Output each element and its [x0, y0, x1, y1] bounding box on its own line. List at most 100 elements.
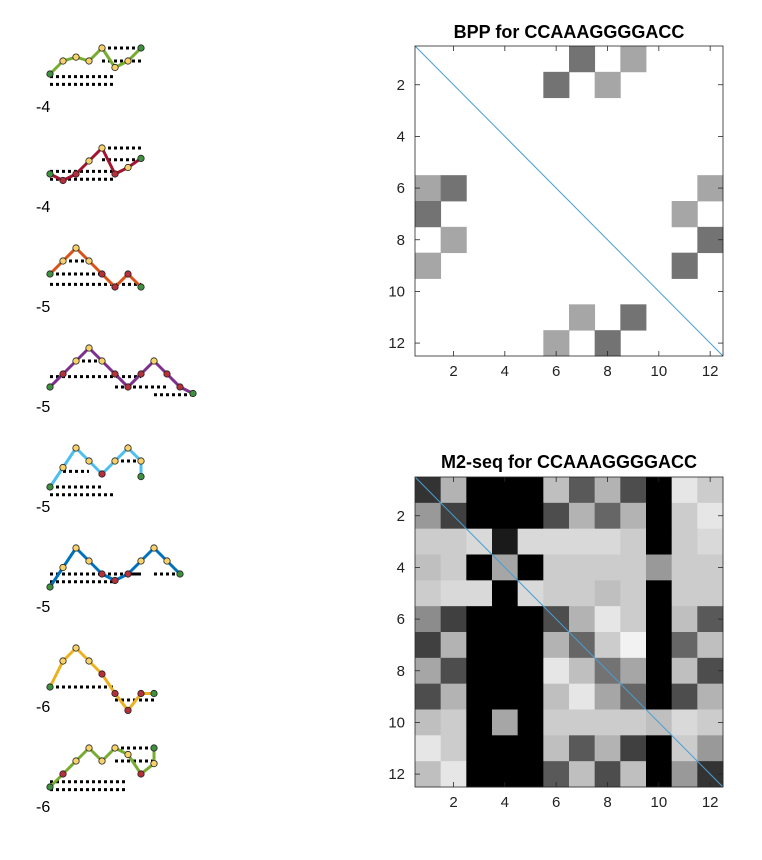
- heatmap-cell: [440, 175, 467, 202]
- heatmap-cell: [440, 657, 467, 685]
- heatmap-cell: [620, 632, 647, 659]
- y-tick-label: 12: [388, 766, 405, 783]
- m2seq-heatmap: M2-seq for CCAAAGGGGACC 2 4 6 8 10 12 2 4 6 8 10 12: [388, 452, 724, 811]
- heatmap-cell: [620, 528, 647, 555]
- heatmap-cell: [492, 606, 519, 633]
- nucleotide-node: [46, 70, 54, 78]
- y-tick-label: 4: [397, 559, 405, 576]
- heatmap-cell: [543, 735, 570, 762]
- x-tick-label: 8: [603, 794, 611, 811]
- heatmap-cell: [569, 477, 596, 504]
- heatmap-cell: [415, 252, 442, 279]
- heatmap-cell: [594, 502, 621, 530]
- heatmap-cell: [440, 528, 467, 555]
- structure-diagram: -5: [36, 344, 197, 416]
- nucleotide-node: [150, 744, 158, 752]
- bpp-ticks: 2 4 6 8 10 12 2 4 6 8 10 12: [388, 46, 723, 380]
- nucleotide-node: [124, 750, 132, 759]
- nucleotide-node: [176, 383, 184, 391]
- heatmap-cell: [492, 580, 519, 607]
- heatmap-cell: [671, 201, 698, 228]
- heatmap-cell: [517, 735, 544, 762]
- heatmap-cell: [620, 606, 647, 633]
- nucleotide-node: [176, 570, 184, 578]
- heatmap-cell: [569, 554, 596, 581]
- nucleotide-node: [124, 57, 132, 65]
- heatmap-cell: [415, 580, 442, 607]
- heatmap-cell: [543, 502, 570, 530]
- heatmap-cell: [569, 528, 596, 555]
- heatmap-cell: [517, 502, 544, 530]
- heatmap-cell: [440, 580, 467, 607]
- nucleotide-node: [111, 457, 119, 465]
- nucleotide-node: [46, 170, 54, 178]
- structure-diagram: -6: [36, 644, 158, 716]
- heatmap-cell: [671, 632, 698, 659]
- nucleotide-node: [85, 257, 93, 265]
- energy-label: -4: [36, 99, 50, 116]
- heatmap-cell: [671, 477, 698, 504]
- heatmap-cell: [620, 761, 647, 788]
- structure-diagram: -5: [36, 444, 145, 516]
- x-tick-label: 2: [449, 794, 457, 811]
- bpp-diagonal-line: [414, 45, 724, 357]
- heatmap-cell: [620, 304, 647, 331]
- x-tick-label: 6: [552, 794, 560, 811]
- heatmap-cell: [466, 477, 493, 504]
- nucleotide-node: [46, 483, 54, 491]
- energy-label: -6: [36, 699, 50, 716]
- nucleotide-node: [72, 644, 80, 652]
- heatmap-cell: [543, 632, 570, 659]
- heatmap-cell: [543, 657, 570, 685]
- heatmap-cell: [594, 580, 621, 607]
- heatmap-cell: [492, 632, 519, 659]
- heatmap-cell: [440, 606, 467, 633]
- nucleotide-node: [98, 757, 106, 765]
- nucleotide-node: [111, 63, 119, 72]
- nucleotide-node: [59, 176, 67, 185]
- nucleotide-node: [111, 689, 119, 698]
- nucleotide-node: [72, 757, 80, 765]
- heatmap-cell: [415, 632, 442, 659]
- heatmap-cell: [671, 528, 698, 555]
- nucleotide-node: [98, 144, 106, 152]
- heatmap-cell: [466, 761, 493, 788]
- heatmap-cell: [594, 709, 621, 736]
- heatmap-cell: [671, 580, 698, 607]
- heatmap-cell: [517, 683, 544, 710]
- heatmap-cell: [671, 709, 698, 736]
- heatmap-cell: [440, 632, 467, 659]
- nucleotide-node: [72, 444, 80, 452]
- heatmap-cell: [594, 554, 621, 581]
- structure-diagram: -5: [36, 544, 184, 616]
- heatmap-cell: [466, 683, 493, 710]
- heatmap-cell: [620, 502, 647, 530]
- heatmap-cell: [569, 606, 596, 633]
- y-tick-label: 6: [397, 180, 405, 197]
- heatmap-cell: [671, 657, 698, 685]
- energy-label: -5: [36, 599, 50, 616]
- nucleotide-node: [150, 689, 158, 698]
- x-tick-label: 12: [702, 363, 719, 380]
- heatmap-cell: [646, 632, 673, 659]
- heatmap-cell: [466, 502, 493, 530]
- y-tick-label: 8: [397, 663, 405, 680]
- heatmap-cell: [569, 502, 596, 530]
- x-tick-label: 4: [501, 794, 509, 811]
- heatmap-cell: [517, 477, 544, 504]
- heatmap-cell: [646, 735, 673, 762]
- heatmap-cell: [594, 683, 621, 710]
- nucleotide-node: [46, 383, 54, 391]
- nucleotide-node: [111, 576, 119, 585]
- structure-diagram: -6: [36, 744, 158, 816]
- nucleotide-node: [163, 370, 171, 378]
- nucleotide-node: [72, 53, 80, 61]
- nucleotide-node: [137, 44, 145, 52]
- nucleotide-node: [98, 44, 106, 52]
- heatmap-cell: [492, 528, 519, 555]
- nucleotide-node: [189, 389, 197, 398]
- heatmap-cell: [543, 528, 570, 555]
- nucleotide-node: [85, 344, 93, 352]
- heatmap-cell: [569, 46, 596, 73]
